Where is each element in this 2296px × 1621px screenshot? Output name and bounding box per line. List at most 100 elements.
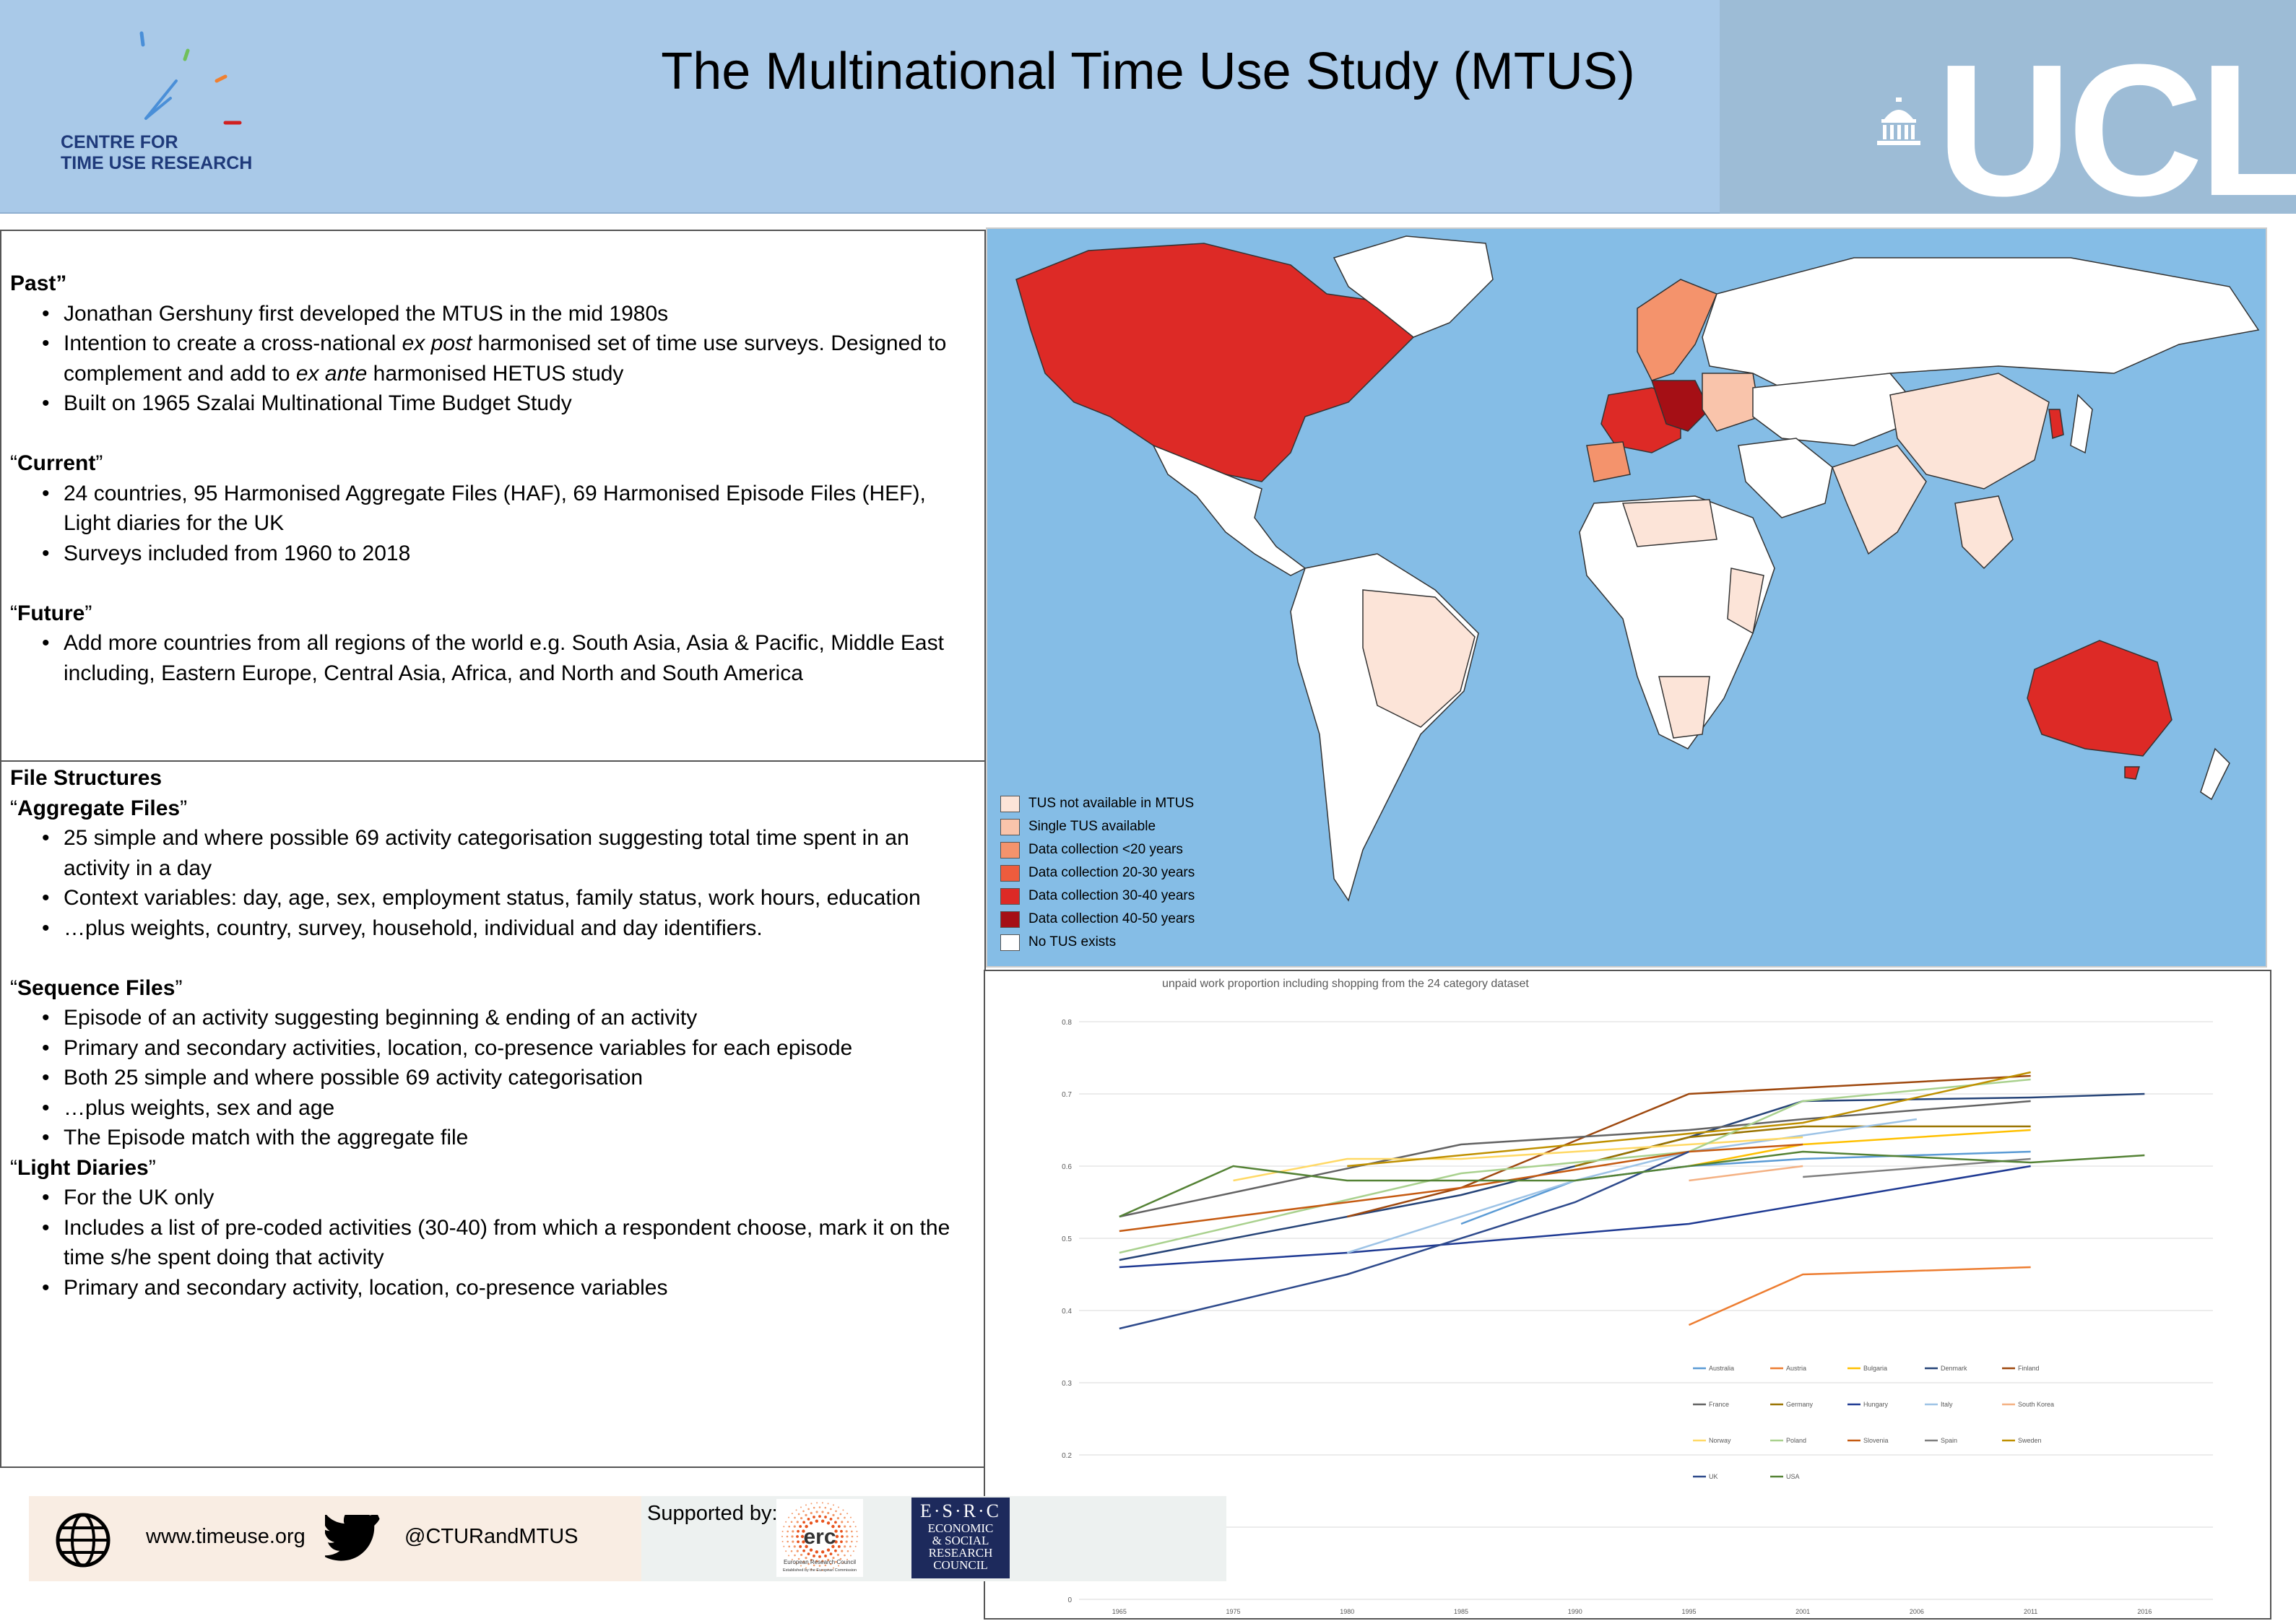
poster-header: CENTRE FOR TIME USE RESEARCH The Multina… [0, 0, 2296, 235]
erc-logo: erc European Research Council Establishe… [776, 1499, 863, 1577]
map-region-middle-east [1738, 438, 1833, 518]
map-legend: TUS not available in MTUS Single TUS avai… [1000, 792, 1195, 954]
future-open-quote: “ [10, 601, 17, 625]
esrc-logo: E·S·R·C ECONOMIC & SOCIAL RESEARCH COUNC… [911, 1498, 1010, 1578]
legend-label: Finland [2018, 1365, 2040, 1372]
sequence-bullet: …plus weights, sex and age [10, 1093, 978, 1124]
map-region-central-europe [1650, 380, 1710, 432]
twitter-icon[interactable] [325, 1515, 381, 1563]
legend-swatch [1000, 911, 1020, 928]
aggregate-close-quote: ” [180, 796, 188, 820]
globe-icon [56, 1513, 111, 1568]
map-region-brazil [1362, 589, 1476, 728]
future-close-quote: ” [85, 601, 92, 625]
current-heading-text: Current [17, 451, 96, 475]
future-heading: “Future” [10, 599, 978, 629]
esrc-line: ECONOMIC [927, 1521, 994, 1535]
current-bullet: 24 countries, 95 Harmonised Aggregate Fi… [10, 479, 978, 539]
legend-label: Data collection 40-50 years [1028, 911, 1195, 926]
sequence-bullet: Primary and secondary activities, locati… [10, 1033, 978, 1064]
map-region-iberia [1586, 441, 1631, 482]
legend-label: Poland [1786, 1437, 1806, 1444]
esrc-line: COUNCIL [933, 1558, 988, 1572]
y-tick-label: 0.8 [1062, 1019, 1072, 1027]
ctur-logo-mark [139, 31, 242, 125]
map-region-south-africa [1658, 676, 1710, 739]
supported-by-label: Supported by: [647, 1502, 778, 1525]
map-region-russia [1702, 257, 2260, 388]
past-bullet: Built on 1965 Szalai Multinational Time … [10, 388, 978, 419]
series-line-norway [1233, 1136, 1803, 1182]
light-heading-text: Light Diaries [17, 1155, 149, 1180]
legend-item: Data collection 20-30 years [1000, 861, 1195, 885]
series-line-austria [1688, 1266, 2031, 1326]
current-heading: “Current” [10, 448, 978, 479]
map-region-australia [2027, 640, 2172, 757]
line-chart: unpaid work proportion including shoppin… [1062, 978, 2213, 1615]
light-close-quote: ” [148, 1155, 156, 1180]
light-bullet: Primary and secondary activity, location… [10, 1273, 978, 1303]
current-bullet: Surveys included from 1960 to 2018 [10, 539, 978, 569]
esrc-line: & SOCIAL [932, 1534, 989, 1547]
x-tick-label: 1975 [1226, 1608, 1241, 1615]
aggregate-open-quote: “ [10, 796, 17, 820]
legend-label: Austria [1786, 1365, 1806, 1372]
x-tick-label: 2011 [2024, 1608, 2037, 1615]
x-tick-label: 1980 [1340, 1608, 1354, 1615]
legend-label: Hungary [1863, 1401, 1889, 1408]
x-tick-label: 1985 [1454, 1608, 1468, 1615]
future-bullets: Add more countries from all regions of t… [10, 628, 978, 688]
sequence-heading: “Sequence Files” [10, 973, 978, 1004]
map-region-south-asia [1832, 445, 1927, 555]
ucl-wordmark: UCL [1936, 26, 2296, 235]
aggregate-bullet: 25 simple and where possible 69 activity… [10, 823, 978, 883]
series-line-usa [1119, 1150, 2145, 1218]
map-region-korea [2048, 409, 2064, 440]
legend-label: Germany [1786, 1401, 1814, 1408]
aggregate-heading-text: Aggregate Files [17, 796, 181, 820]
y-tick-label: 0 [1067, 1596, 1072, 1604]
legend-label: Data collection 30-40 years [1028, 888, 1195, 903]
past-bullets: Jonathan Gershuny first developed the MT… [10, 299, 978, 419]
past-bullet: Jonathan Gershuny first developed the MT… [10, 299, 978, 329]
contact-bar: www.timeuse.org @CTURandMTUS [29, 1496, 641, 1581]
erc-subtitle: Established by the European Commission [783, 1568, 857, 1573]
aggregate-heading: “Aggregate Files” [10, 794, 978, 824]
twitter-handle-link[interactable]: @CTURandMTUS [404, 1525, 579, 1548]
ucl-portico-icon [1877, 97, 1920, 145]
website-link[interactable]: www.timeuse.org [146, 1525, 306, 1548]
erc-wordmark: erc [803, 1525, 836, 1549]
series-line-south-korea [1689, 1165, 1803, 1182]
legend-label: South Korea [2018, 1401, 2054, 1408]
legend-label: Slovenia [1863, 1437, 1889, 1444]
map-region-new-zealand [2200, 747, 2230, 801]
legend-item: TUS not available in MTUS [1000, 792, 1195, 815]
legend-label: Sweden [2018, 1437, 2042, 1444]
legend-swatch [1000, 818, 1020, 835]
poster-title: The Multinational Time Use Study (MTUS) [661, 43, 1635, 100]
legend-swatch [1000, 887, 1020, 905]
ucl-brand-panel: UCL [1720, 0, 2296, 235]
series-line-sweden [1347, 1071, 2031, 1168]
current-open-quote: “ [10, 451, 17, 475]
world-map-panel: TUS not available in MTUS Single TUS avai… [986, 227, 2267, 968]
legend-swatch [1000, 795, 1020, 812]
esrc-line: RESEARCH [928, 1546, 993, 1560]
legend-label: Spain [1941, 1437, 1957, 1444]
erc-burst-icon: erc European Research Council Establishe… [776, 1499, 863, 1577]
aggregate-bullets: 25 simple and where possible 69 activity… [10, 823, 978, 943]
x-tick-label: 2016 [2137, 1608, 2152, 1615]
legend-swatch [1000, 841, 1020, 859]
legend-label: Denmark [1941, 1365, 1967, 1372]
ctur-org-line1: CENTRE FOR [61, 132, 178, 152]
map-region-east-africa [1727, 568, 1764, 635]
map-region-china [1889, 373, 2050, 490]
legend-label: Norway [1709, 1437, 1731, 1444]
legend-item: No TUS exists [1000, 931, 1195, 954]
series-line-italy [1346, 1118, 1918, 1254]
legend-item: Data collection 30-40 years [1000, 885, 1195, 908]
light-diaries-bullets: For the UK only Includes a list of pre-c… [10, 1183, 978, 1303]
x-tick-label: 2001 [1795, 1608, 1810, 1615]
legend-label: No TUS exists [1028, 934, 1117, 949]
sequence-bullets: Episode of an activity suggesting beginn… [10, 1003, 978, 1153]
